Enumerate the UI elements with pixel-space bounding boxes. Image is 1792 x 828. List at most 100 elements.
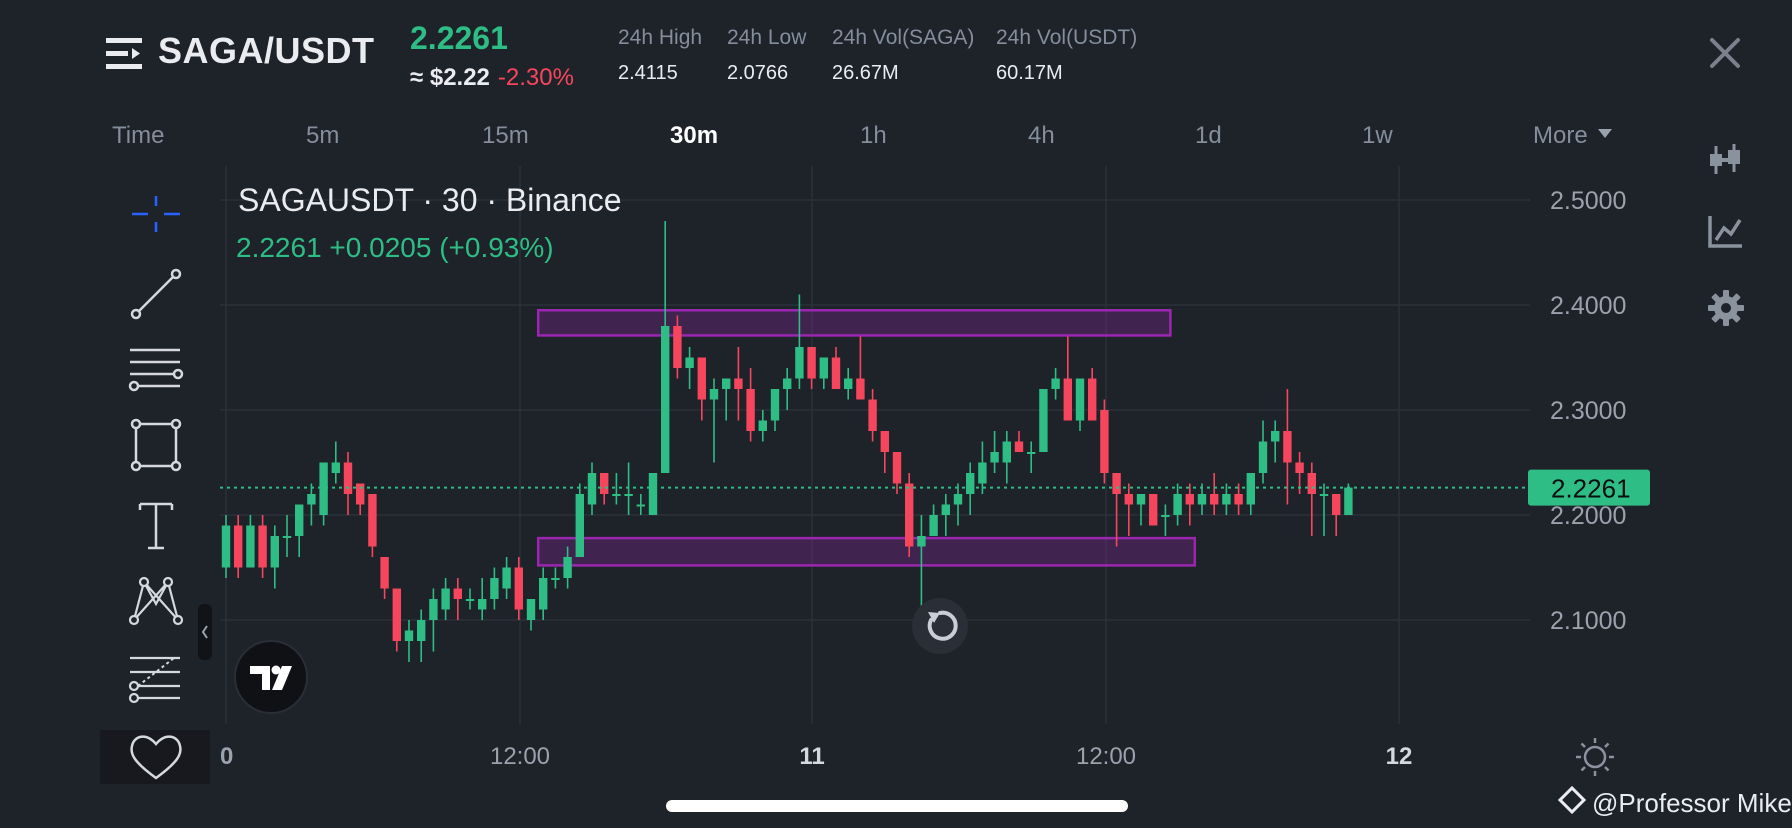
candle [673, 315, 682, 379]
candle [1185, 483, 1194, 526]
candle-body [600, 473, 609, 494]
candle [600, 473, 609, 505]
candle-body [502, 567, 511, 589]
tf-1w[interactable]: 1w [1362, 122, 1393, 149]
brightness-icon[interactable] [1574, 736, 1616, 778]
candle [783, 368, 792, 410]
reset-chart-button[interactable] [912, 598, 968, 654]
candle [1258, 420, 1268, 484]
candle-body [368, 494, 377, 547]
home-indicator[interactable] [666, 800, 1128, 812]
last-price: 2.2261 [410, 20, 508, 56]
text-icon[interactable] [124, 496, 188, 556]
candle-body [807, 347, 816, 379]
candle [368, 494, 377, 557]
tf-more-label: More [1533, 122, 1588, 149]
candle-body [966, 473, 975, 494]
fib-icon[interactable] [124, 648, 188, 708]
candle [1100, 399, 1109, 484]
rectangle-icon[interactable] [124, 416, 188, 476]
candle [234, 515, 243, 578]
candle-body [929, 515, 938, 536]
tf-5m[interactable]: 5m [306, 122, 340, 149]
close-icon[interactable] [1708, 36, 1742, 70]
candle [612, 473, 621, 505]
tf-more[interactable]: More [1533, 122, 1612, 150]
candle [1063, 336, 1072, 421]
favorites-heart-icon[interactable] [124, 726, 188, 786]
candle-body [1100, 410, 1109, 473]
candle [380, 557, 389, 599]
candle-body [941, 504, 950, 515]
candle [990, 431, 999, 473]
indicators-icon[interactable] [1706, 212, 1746, 252]
stat-label: 24h Vol(SAGA) [832, 26, 975, 49]
candle [868, 389, 877, 442]
candle-body [539, 578, 548, 610]
menu-icon[interactable] [106, 36, 144, 72]
candle-body [465, 599, 475, 601]
candle-body [1295, 462, 1304, 473]
tf-4h[interactable]: 4h [1028, 122, 1055, 149]
time-tick-label: 12:00 [490, 743, 550, 770]
candle-body [331, 462, 340, 473]
candle-body [392, 588, 401, 641]
candle [1234, 483, 1243, 515]
pattern-icon[interactable] [124, 570, 188, 630]
candle-body [1027, 452, 1036, 454]
tf-30m[interactable]: 30m [670, 122, 719, 149]
candle [1136, 494, 1146, 526]
candle [563, 546, 572, 589]
horizontal-lines-icon[interactable] [124, 340, 188, 400]
candle [746, 368, 755, 442]
candle-body [1197, 494, 1207, 505]
price-tick-label: 2.2000 [1550, 502, 1626, 530]
candle [685, 347, 694, 389]
crosshair-icon[interactable] [124, 184, 188, 244]
candle-body [1136, 494, 1146, 505]
candle-body [722, 378, 731, 389]
candle-body [221, 525, 231, 568]
candle-body [514, 567, 523, 610]
candle [844, 368, 853, 400]
candle [270, 525, 279, 589]
candle [1088, 368, 1097, 421]
candle [392, 588, 401, 652]
tf-1d[interactable]: 1d [1195, 122, 1222, 149]
candle [1344, 483, 1353, 515]
candle-body [295, 504, 304, 536]
candle [1075, 378, 1085, 431]
tf-1h[interactable]: 1h [860, 122, 887, 149]
candle-body [636, 504, 645, 507]
candle [1222, 483, 1231, 515]
candle [1039, 389, 1048, 452]
pair-selector[interactable]: SAGA/USDT [158, 30, 375, 71]
candle [1014, 431, 1024, 452]
chart-legend-values: 2.2261 +0.0205 (+0.93%) [236, 232, 554, 263]
candle-body [1332, 494, 1341, 515]
tradingview-logo-icon[interactable] [234, 640, 308, 714]
tf-15m[interactable]: 15m [482, 122, 529, 149]
price-tick-label: 2.5000 [1550, 187, 1626, 215]
tf-time[interactable]: Time [112, 122, 165, 149]
candle-body [880, 431, 889, 452]
current-price-tag: 2.2261 [1528, 469, 1650, 506]
toolbar-bottom-panel [100, 730, 210, 784]
candle [1307, 462, 1316, 536]
candle-body [1344, 487, 1353, 515]
price-zone [536, 536, 1197, 567]
toolbar-collapse-tab[interactable] [198, 604, 212, 660]
trendline-icon[interactable] [124, 262, 188, 322]
candle [795, 294, 804, 389]
candle-body [1002, 441, 1011, 463]
candle-body [709, 389, 719, 400]
candle [587, 462, 597, 515]
candlestick-type-icon[interactable] [1706, 140, 1746, 180]
candle [539, 567, 548, 620]
stat-label: 24h Low [727, 26, 807, 49]
candle-body [1112, 473, 1121, 494]
candle [661, 221, 670, 473]
candle-body [587, 473, 597, 505]
settings-gear-icon[interactable] [1706, 288, 1746, 328]
